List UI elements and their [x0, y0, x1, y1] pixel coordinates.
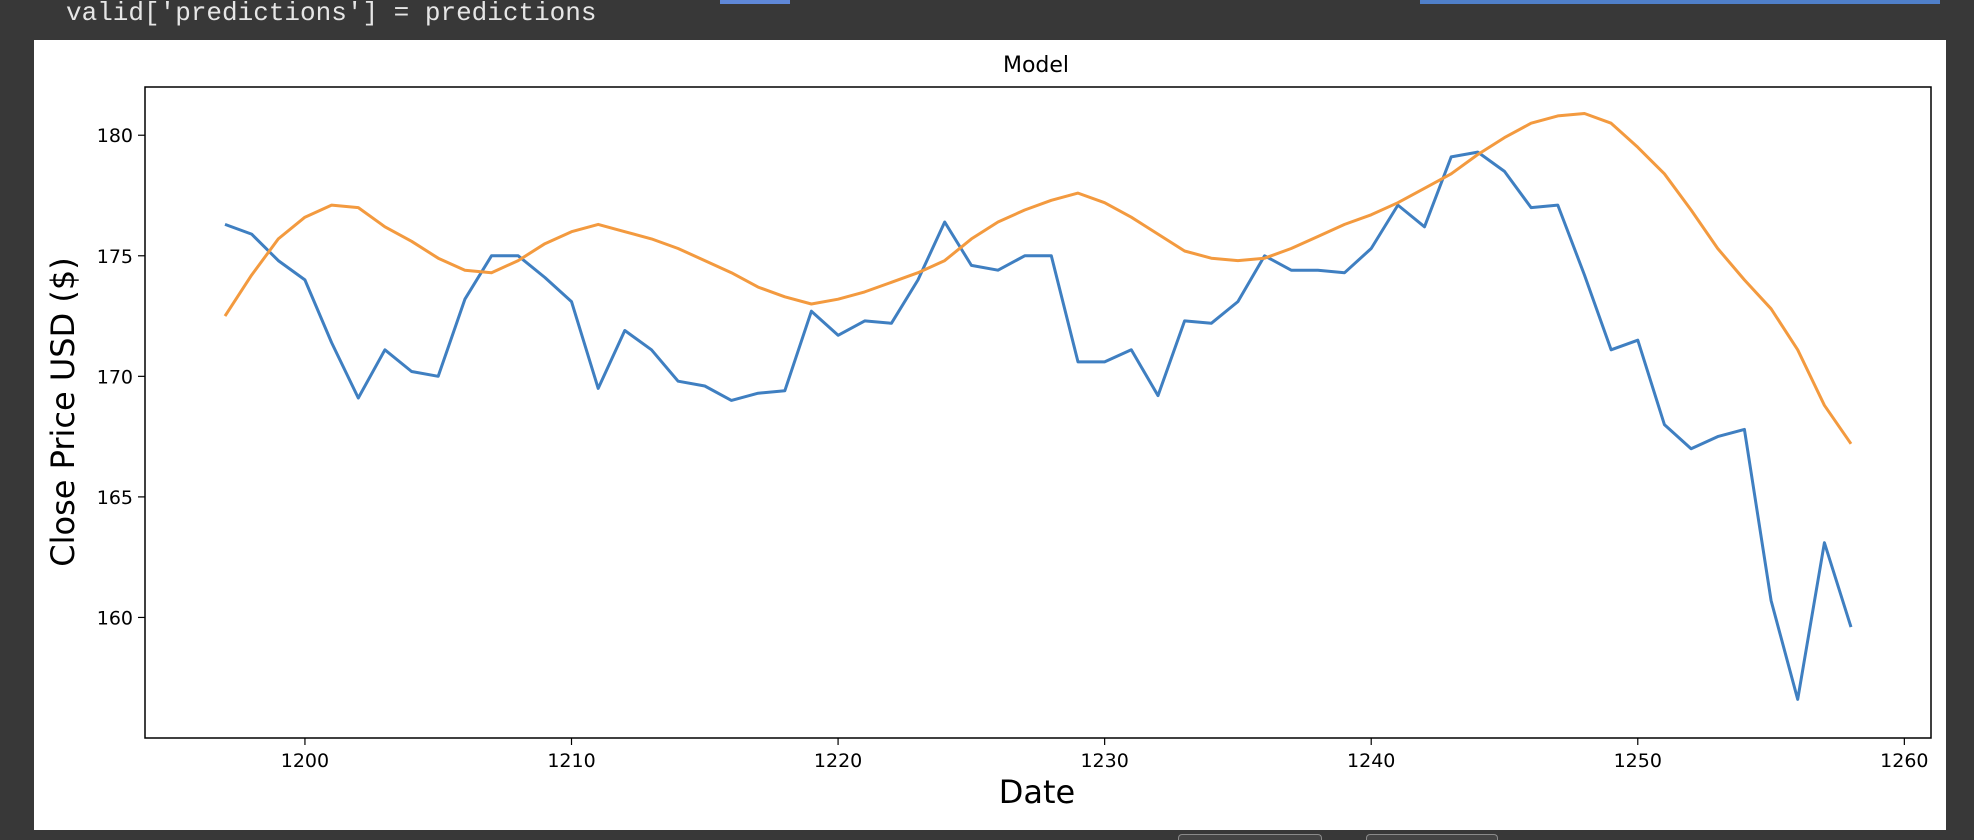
x-tick-label: 1260 — [1880, 750, 1928, 772]
x-tick-label: 1250 — [1614, 750, 1662, 772]
y-tick-label: 175 — [97, 246, 133, 268]
x-tick-label: 1240 — [1347, 750, 1395, 772]
y-axis-label: Close Price USD ($) — [44, 257, 82, 566]
y-tick-label: 170 — [97, 366, 133, 388]
plot-figure: Model 160 165 170 175 180 1200 1210 1220 1230 12… — [34, 40, 1946, 830]
y-tick-label: 180 — [97, 125, 133, 147]
clipped-code-text — [720, 0, 790, 4]
x-tick-label: 1210 — [547, 750, 595, 772]
x-tick-label: 1230 — [1080, 750, 1128, 772]
line-chart: Model 160 165 170 175 180 1200 1210 1220 1230 12… — [44, 53, 1932, 811]
y-tick-label: 165 — [97, 487, 133, 509]
plot-area-frame — [144, 86, 1932, 739]
x-axis-label: Date — [999, 773, 1075, 811]
chart-title: Model — [1003, 53, 1069, 78]
x-tick-label: 1200 — [281, 750, 329, 772]
y-tick-label: 160 — [97, 607, 133, 629]
series-line-1 — [224, 150, 1853, 701]
collapsed-widget — [1178, 834, 1322, 840]
clipped-code-text — [1420, 0, 1940, 4]
x-tick-label: 1220 — [814, 750, 862, 772]
series-line-2 — [223, 112, 1853, 445]
collapsed-widget — [1366, 834, 1498, 840]
code-line: valid['predictions'] = predictions — [66, 0, 597, 28]
